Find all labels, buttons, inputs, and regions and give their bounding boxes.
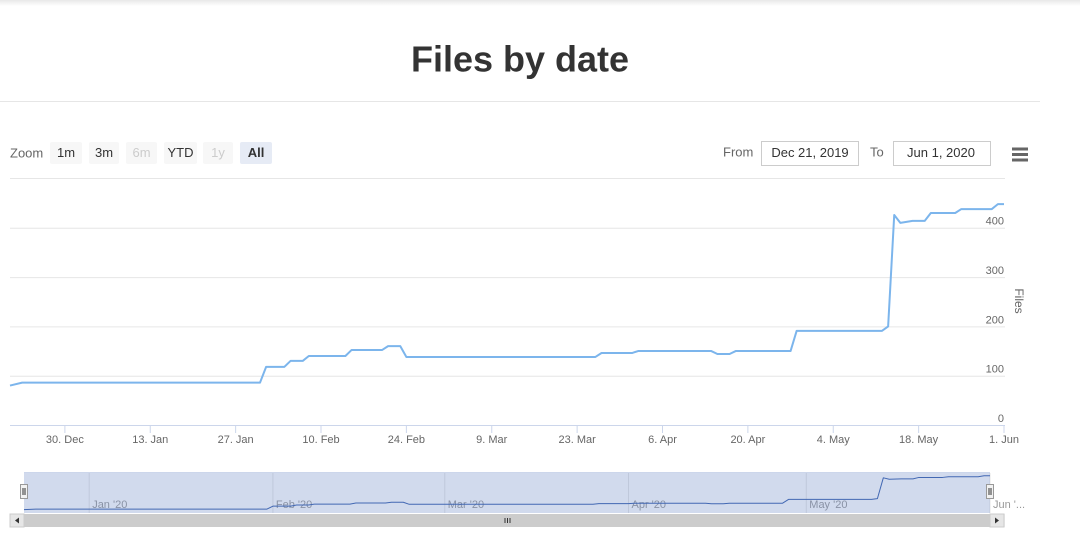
zoom-button[interactable]: YTD [164,142,197,164]
x-tick-label: 18. May [899,434,939,446]
x-tick-label: 27. Jan [218,434,254,446]
navigator-bg [10,473,1005,513]
navigator-label: Jan '20 [92,499,127,511]
handle-left[interactable] [20,484,28,499]
x-tick-label: 23. Mar [558,434,596,446]
x-tick-label: 6. Apr [648,434,677,446]
y-tick-label: 200 [986,314,1004,326]
navigator-front [20,472,994,513]
y-tick-label: 100 [986,364,1004,376]
zoom-button-bg [126,142,157,164]
x-tick-label: 20. Apr [730,434,765,446]
to-label: To [870,144,884,159]
chart-title: Files by date [411,39,629,80]
zoom-button: 1y [203,142,233,164]
zoom-button-bg[interactable] [50,142,82,164]
y-axis-title: Files [1012,288,1026,313]
zoom-button: 6m [126,142,157,164]
x-tick-label: 1. Jun [989,434,1019,446]
to-input[interactable] [893,141,991,166]
x-tick-label: 9. Mar [476,434,508,446]
zoom-button[interactable]: All [240,142,272,164]
series-line [9,203,1004,387]
zoom-button-label[interactable]: 1m [57,145,75,160]
zoom-button-label: 1y [211,145,225,160]
x-tick-label: 30. Dec [46,434,84,446]
zoom-label: Zoom [10,145,43,160]
x-tick-label: 24. Feb [388,434,425,446]
zoom-button-label[interactable]: 3m [95,145,113,160]
x-tick-label: 4. May [817,434,851,446]
y-tick-label: 0 [998,413,1004,425]
scrollbar-left-arrow [15,517,19,524]
plot-area [9,203,1004,387]
zoom-button-label: 6m [132,145,150,160]
y-tick-label: 300 [986,265,1004,277]
zoom-button-label[interactable]: YTD [168,145,194,160]
zoom-button-bg[interactable] [164,142,197,164]
navigator-series [23,475,990,511]
zoom-button[interactable]: 1m [50,142,82,164]
zoom-button-bg[interactable] [240,142,272,164]
range-selector: Zoom 1m 3m 6m YTD 1y All [10,142,272,164]
context-menu-button[interactable] [1008,142,1032,166]
navigator-label: Apr '20 [631,499,666,511]
x-tick-label: 10. Feb [302,434,339,446]
navigator-handle[interactable] [986,484,994,499]
to-value[interactable]: Jun 1, 2020 [907,145,975,160]
navigator-label: Feb '20 [276,499,312,511]
navigator-label: Jun '... [993,499,1025,511]
handle-right[interactable] [986,484,994,499]
zoom-button[interactable]: 3m [89,142,119,164]
zoom-button-bg [203,142,233,164]
navigator-handle[interactable] [20,484,28,499]
scrollbar-right-arrow [995,517,999,524]
from-label: From [723,144,753,159]
from-value[interactable]: Dec 21, 2019 [771,145,848,160]
navigator: Jan '20 Feb '20 Mar '20 Apr '20 May '20 Jun '… [10,473,1025,513]
scrollbar[interactable] [9,513,1005,528]
navigator-mask [24,473,990,513]
navigator-label: May '20 [809,499,847,511]
grid: 0 100 200 300 400 [10,216,1005,426]
x-axis: 30. Dec 13. Jan 27. Jan 10. Feb 24. Feb 9. Ma… [46,425,1019,446]
navigator-label: Mar '20 [448,499,484,511]
top-shade [0,0,1080,6]
x-tick-label: 13. Jan [132,434,168,446]
zoom-button-label[interactable]: All [248,145,265,160]
y-tick-label: 400 [986,216,1004,228]
from-input[interactable] [761,141,859,166]
zoom-button-bg[interactable] [89,142,119,164]
